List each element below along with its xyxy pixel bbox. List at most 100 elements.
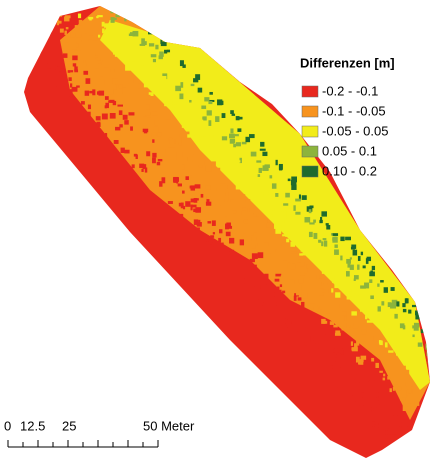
speckle (362, 334, 366, 338)
speckle (379, 371, 382, 373)
speckle (388, 302, 392, 307)
speckle (234, 226, 237, 231)
speckle (333, 233, 338, 236)
speckle (294, 296, 297, 301)
speckle (155, 45, 158, 50)
speckle (340, 256, 342, 261)
speckle (372, 381, 377, 387)
speckle (170, 105, 175, 107)
speckle (356, 398, 362, 401)
speckle (152, 139, 154, 142)
speckle (76, 43, 79, 47)
speckle (329, 375, 335, 379)
speckle (368, 410, 371, 413)
speckle (407, 420, 412, 423)
speckle (204, 131, 207, 136)
speckle (283, 203, 288, 205)
speckle (363, 265, 366, 268)
speckle (226, 232, 231, 236)
speckle (248, 270, 251, 273)
speckle (245, 220, 247, 222)
speckle (275, 279, 280, 282)
speckle (259, 170, 262, 173)
speckle (217, 168, 220, 173)
speckle (120, 50, 126, 54)
speckle (331, 288, 333, 292)
speckle (321, 289, 326, 292)
speckle (215, 116, 219, 122)
speckle (73, 63, 76, 66)
speckle (418, 342, 423, 346)
speckle (292, 322, 298, 326)
speckle (351, 245, 356, 249)
speckle (137, 12, 142, 16)
speckle (393, 405, 398, 411)
speckle (367, 320, 373, 322)
speckle (151, 54, 157, 57)
speckle (260, 142, 264, 147)
speckle (266, 284, 272, 290)
speckle (326, 329, 331, 335)
speckle (69, 92, 73, 97)
speckle (244, 278, 249, 284)
speckle (208, 101, 212, 104)
speckle (208, 136, 214, 141)
speckle (70, 83, 72, 87)
speckle (309, 273, 312, 278)
legend-label: 0.10 - 0.2 (322, 163, 377, 178)
speckle (111, 18, 116, 20)
speckle (408, 348, 411, 350)
speckle (275, 274, 281, 277)
speckle (362, 330, 366, 333)
speckle (142, 19, 148, 25)
speckle (105, 133, 107, 137)
speckle (31, 50, 35, 55)
speckle (152, 78, 155, 84)
speckle (84, 60, 86, 63)
speckle (383, 378, 385, 381)
speckle (257, 243, 260, 247)
speckle (275, 193, 278, 197)
speckle (112, 56, 114, 58)
speckle (104, 64, 109, 67)
speckle (301, 227, 306, 232)
speckle (362, 392, 365, 397)
speckle (398, 332, 403, 337)
speckle (341, 350, 343, 354)
speckle (242, 208, 246, 210)
speckle (287, 319, 291, 322)
speckle (165, 149, 167, 153)
speckle (198, 88, 203, 93)
speckle (406, 427, 411, 431)
speckle (179, 94, 183, 100)
speckle (413, 390, 416, 394)
speckle (164, 50, 167, 54)
speckle (242, 194, 245, 197)
speckle (431, 334, 435, 336)
scale-label: 50 Meter (143, 418, 195, 433)
speckle (236, 142, 241, 146)
speckle (193, 78, 198, 82)
speckle (361, 252, 363, 256)
speckle (88, 39, 92, 41)
speckle (191, 225, 194, 230)
speckle (281, 325, 286, 329)
speckle (384, 428, 389, 430)
speckle (310, 301, 315, 303)
speckle (70, 70, 73, 72)
speckle (47, 63, 53, 68)
speckle (246, 199, 251, 202)
speckle (210, 149, 212, 153)
speckle (206, 185, 211, 190)
speckle (81, 101, 85, 105)
speckle (331, 271, 336, 273)
speckle (334, 249, 339, 254)
speckle (80, 27, 82, 32)
speckle (94, 68, 99, 72)
speckle (287, 211, 293, 215)
speckle (335, 330, 340, 335)
speckle (319, 265, 322, 268)
scale-label: 12.5 (20, 418, 45, 433)
speckle (275, 250, 278, 252)
speckle (130, 5, 134, 10)
